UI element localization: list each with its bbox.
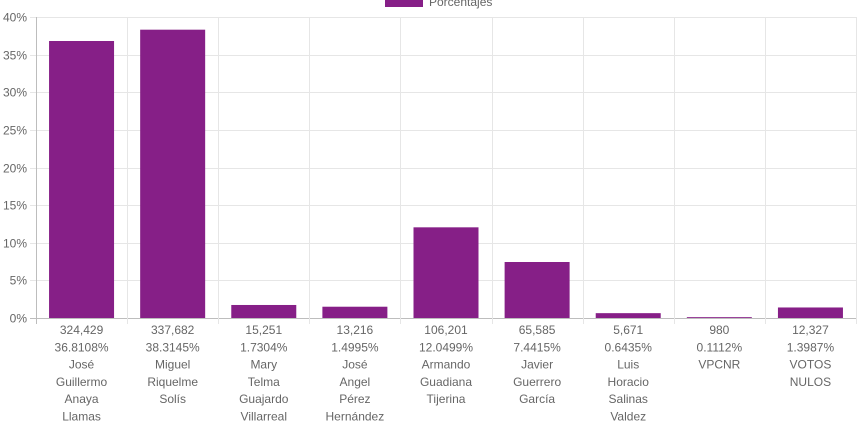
- y-tick-label: 25%: [3, 124, 27, 138]
- y-tick-label: 30%: [3, 86, 27, 100]
- y-tick-label: 0%: [10, 312, 28, 326]
- x-axis-labels: 324,429 36.8108% José Guillermo Anaya Llamas 3…: [55, 323, 835, 424]
- y-tick-label: 15%: [3, 199, 27, 213]
- y-tick-label: 20%: [3, 162, 27, 176]
- bar[interactable]: [231, 304, 297, 318]
- bar[interactable]: [140, 29, 206, 319]
- x-tick-label: 12,327 1.3987% VOTOS NULOS: [787, 323, 835, 389]
- y-tick-label: 5%: [10, 274, 28, 288]
- y-tick-label: 10%: [3, 237, 27, 251]
- y-axis: 0% 5% 10% 15% 20% 25% 30% 35% 40%: [3, 11, 27, 326]
- bar[interactable]: [413, 227, 479, 318]
- bar[interactable]: [322, 306, 388, 318]
- x-tick-label: 65,585 7.4415% Javier Guerrero García: [513, 323, 561, 406]
- x-tick-label: 106,201 12.0499% Armando Guadiana Tijerina: [419, 323, 473, 406]
- y-tick-label: 35%: [3, 49, 27, 63]
- bar[interactable]: [504, 262, 570, 318]
- bar[interactable]: [49, 40, 115, 319]
- y-tick-label: 40%: [3, 11, 27, 25]
- x-tick-label: 15,251 1.7304% Mary Telma Guajardo Villarreal: [239, 323, 289, 424]
- x-tick-label: 980 0.1112% VPCNR: [697, 323, 743, 372]
- legend[interactable]: Porcentajes: [385, 0, 492, 9]
- x-tick-label: 5,671 0.6435% Luis Horacio Salinas Valdez: [605, 323, 653, 424]
- bar[interactable]: [686, 317, 752, 318]
- x-tick-label: 337,682 38.3145% Miguel Riquelme Solís: [146, 323, 200, 406]
- x-tick-label: 13,216 1.4995% José Angel Pérez Hernández: [326, 323, 385, 424]
- bar[interactable]: [595, 313, 661, 318]
- legend-label[interactable]: Porcentajes: [429, 0, 492, 9]
- bar[interactable]: [777, 307, 843, 318]
- x-tick-label: 324,429 36.8108% José Guillermo Anaya Llamas: [55, 323, 109, 424]
- bars: [49, 29, 843, 319]
- legend-swatch[interactable]: [385, 0, 423, 7]
